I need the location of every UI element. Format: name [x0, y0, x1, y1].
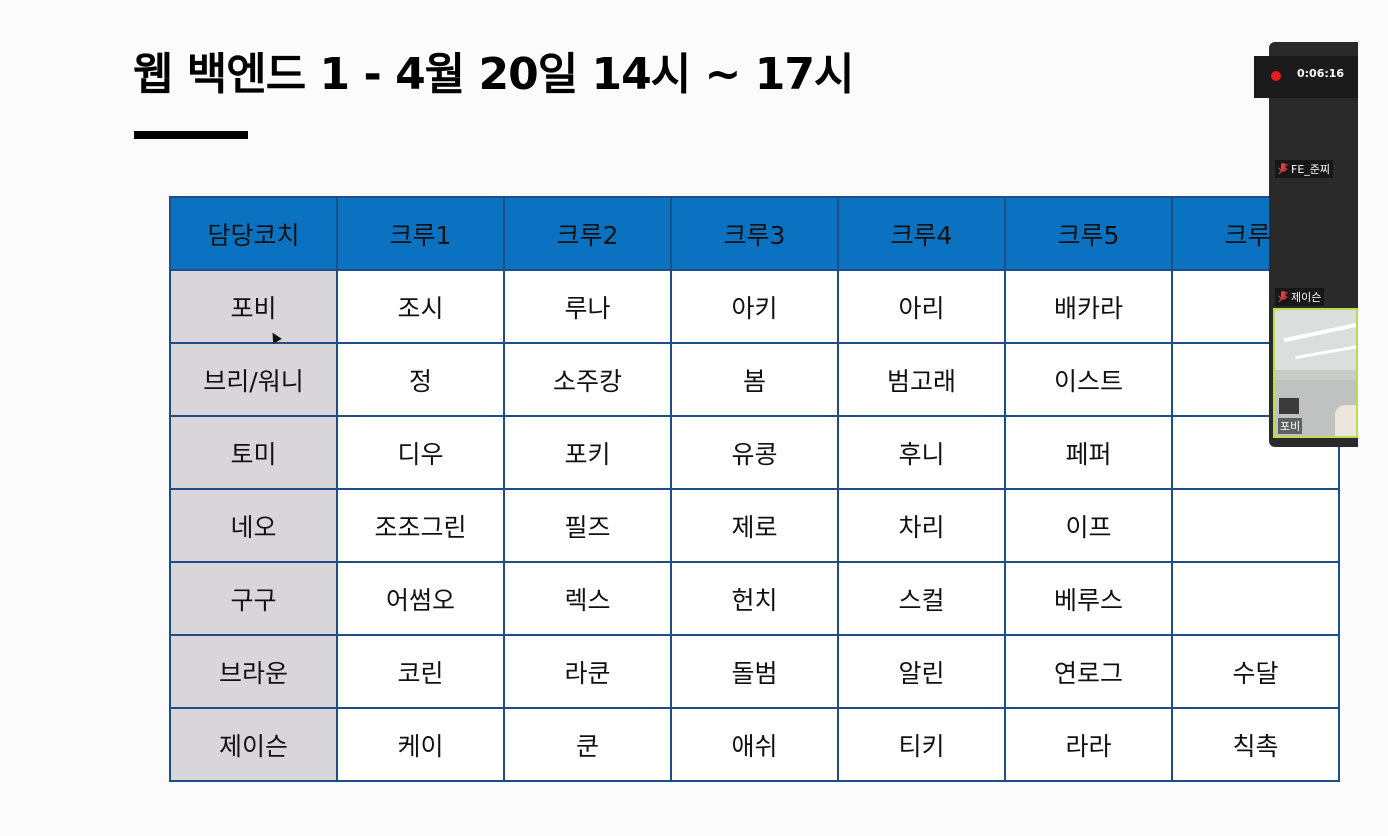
header-cell: 크루4 [837, 196, 1006, 271]
participant-tile[interactable]: FE_준찌 [1275, 160, 1334, 178]
participant-name: FE_준찌 [1291, 163, 1331, 176]
crew-cell: 어썸오 [336, 561, 505, 636]
recording-timer: 0:06:16 [1297, 67, 1345, 80]
crew-table: 담당코치 크루1 크루2 크루3 크루4 크루5 크루6 포비 조시 루나 아키… [169, 196, 1340, 782]
table-row: 구구 어썸오 렉스 헌치 스컬 베루스 [169, 561, 1340, 636]
title-underline [134, 131, 248, 139]
crew-cell: 돌범 [670, 634, 839, 709]
video-desk [1279, 398, 1299, 414]
crew-cell: 알린 [837, 634, 1006, 709]
crew-cell: 쿤 [503, 707, 672, 782]
table-row: 네오 조조그린 필즈 제로 차리 이프 [169, 488, 1340, 563]
crew-cell: 포키 [503, 415, 672, 490]
mic-off-icon [1278, 291, 1288, 303]
crew-cell: 렉스 [503, 561, 672, 636]
crew-cell: 헌치 [670, 561, 839, 636]
header-cell: 크루2 [503, 196, 672, 271]
crew-cell: 유콩 [670, 415, 839, 490]
crew-cell: 연로그 [1004, 634, 1173, 709]
crew-cell: 차리 [837, 488, 1006, 563]
header-cell: 크루1 [336, 196, 505, 271]
coach-cell: 네오 [169, 488, 338, 563]
crew-cell: 이프 [1004, 488, 1173, 563]
crew-cell: 칙촉 [1171, 707, 1340, 782]
crew-cell: 배카라 [1004, 269, 1173, 344]
crew-cell: 소주캉 [503, 342, 672, 417]
video-person [1335, 405, 1356, 436]
crew-cell: 티키 [837, 707, 1006, 782]
crew-cell: 코린 [336, 634, 505, 709]
crew-cell: 애쉬 [670, 707, 839, 782]
coach-cell: 브리/워니 [169, 342, 338, 417]
crew-cell [1171, 488, 1340, 563]
crew-cell: 루나 [503, 269, 672, 344]
table-row: 포비 조시 루나 아키 아리 배카라 [169, 269, 1340, 344]
crew-cell: 조시 [336, 269, 505, 344]
crew-cell [1171, 561, 1340, 636]
coach-cell: 포비 [169, 269, 338, 344]
crew-cell: 디우 [336, 415, 505, 490]
slide-title: 웹 백엔드 1 - 4월 20일 14시 ~ 17시 [133, 49, 854, 100]
table-row: 브리/워니 정 소주캉 봄 범고래 이스트 [169, 342, 1340, 417]
crew-cell: 베루스 [1004, 561, 1173, 636]
header-cell: 담당코치 [169, 196, 338, 271]
coach-cell: 토미 [169, 415, 338, 490]
participant-tile[interactable]: 제이슨 [1275, 288, 1325, 306]
coach-cell: 구구 [169, 561, 338, 636]
record-dot-icon [1271, 71, 1281, 81]
crew-cell: 라쿤 [503, 634, 672, 709]
crew-cell: 아키 [670, 269, 839, 344]
crew-cell: 범고래 [837, 342, 1006, 417]
crew-cell: 정 [336, 342, 505, 417]
mic-off-icon [1278, 163, 1288, 175]
table-row: 브라운 코린 라쿤 돌범 알린 연로그 수달 [169, 634, 1340, 709]
table-row: 제이슨 케이 쿤 애쉬 티키 라라 칙촉 [169, 707, 1340, 782]
crew-cell: 케이 [336, 707, 505, 782]
coach-cell: 브라운 [169, 634, 338, 709]
crew-cell: 봄 [670, 342, 839, 417]
crew-cell: 필즈 [503, 488, 672, 563]
crew-cell: 제로 [670, 488, 839, 563]
crew-cell: 라라 [1004, 707, 1173, 782]
crew-cell: 수달 [1171, 634, 1340, 709]
crew-cell: 후니 [837, 415, 1006, 490]
active-speaker-video[interactable] [1273, 308, 1358, 438]
crew-cell: 페퍼 [1004, 415, 1173, 490]
crew-cell: 조조그린 [336, 488, 505, 563]
crew-cell: 스컬 [837, 561, 1006, 636]
crew-cell: 이스트 [1004, 342, 1173, 417]
table-header-row: 담당코치 크루1 크루2 크루3 크루4 크루5 크루6 [169, 196, 1340, 271]
header-cell: 크루3 [670, 196, 839, 271]
table-row: 토미 디우 포키 유콩 후니 페퍼 [169, 415, 1340, 490]
header-cell: 크루5 [1004, 196, 1173, 271]
video-participant-name: 포비 [1278, 418, 1303, 434]
coach-cell: 제이슨 [169, 707, 338, 782]
participant-name: 제이슨 [1291, 291, 1322, 304]
crew-cell: 아리 [837, 269, 1006, 344]
